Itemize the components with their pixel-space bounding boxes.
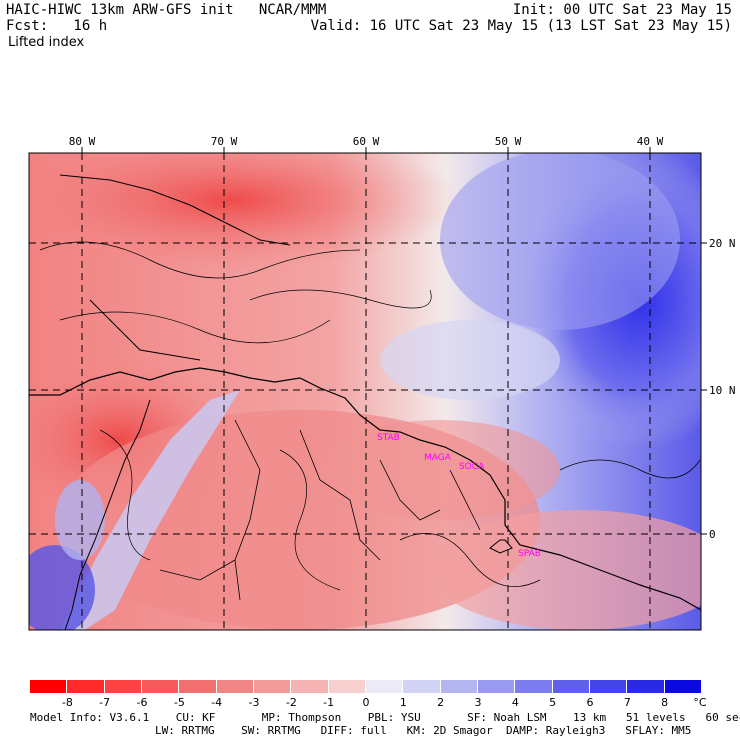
colorbar-unit: °C [693,696,707,709]
station-label: STAB [377,433,400,443]
colorbar-swatch [328,680,366,693]
colorbar-swatch [67,680,105,693]
map-frame [28,152,702,631]
colorbar-label: 6 [586,696,594,709]
colorbar-label: 7 [623,696,631,709]
colorbar-swatch [291,680,329,693]
lat-label: 10 N [709,384,736,397]
colorbar-swatch [254,680,292,693]
colorbar-label: 3 [474,696,482,709]
colorbar-swatch [478,680,516,693]
model-info-line2: LW: RRTMG SW: RRTMG DIFF: full KM: 2D Sm… [155,724,692,737]
colorbar-label: -7 [99,696,111,709]
colorbar-label: -3 [248,696,260,709]
colorbar-swatch [216,680,254,693]
model-title: HAIC-HIWC 13km ARW-GFS init NCAR/MMM [6,2,327,18]
colorbar-label: -2 [285,696,297,709]
colorbar-swatch [590,680,628,693]
colorbar-label: 4 [511,696,519,709]
valid-time: Valid: 16 UTC Sat 23 May 15 (13 LST Sat … [310,18,732,34]
colorbar-label: -4 [211,696,223,709]
colorbar-swatch [440,680,478,693]
colorbar-swatch [515,680,553,693]
forecast-hour: Fcst: 16 h [6,18,108,34]
lon-label: 80 W [69,135,96,148]
lat-label: 0 [709,528,716,541]
lat-label: 20 N [709,237,736,250]
colorbar-swatch [30,680,68,693]
colorbar-swatch [179,680,217,693]
colorbar-swatch [403,680,441,693]
station-label: SPAB [518,549,541,559]
colorbar-swatch [142,680,180,693]
field-name: Lifted index [8,35,85,50]
init-time: Init: 00 UTC Sat 23 May 15 [512,2,732,18]
colorbar-label: -8 [61,696,73,709]
colorbar-swatch [552,680,590,693]
map-fill [29,153,701,630]
colorbar-label: -6 [136,696,148,709]
colorbar-label: 8 [661,696,669,709]
lon-label: 60 W [353,135,380,148]
colorbar-label: 5 [549,696,557,709]
colorbar-label: 2 [437,696,445,709]
colorbar-label: 1 [399,696,407,709]
station-label: MAGA [424,453,452,463]
lon-label: 70 W [211,135,238,148]
colorbar-label: -5 [173,696,185,709]
colorbar-label: 0 [362,696,370,709]
colorbar-swatch [664,680,702,693]
lon-label: 50 W [495,135,522,148]
lat-lon-grid [29,153,701,630]
station-label: SOCA [459,462,485,472]
model-info-line1: Model Info: V3.6.1 CU: KF MP: Thompson P… [30,711,740,724]
colorbar-swatch [366,680,404,693]
lon-label: 40 W [637,135,664,148]
colorbar-label: -1 [323,696,335,709]
colorbar-swatch [104,680,142,693]
colorbar-swatch [627,680,665,693]
